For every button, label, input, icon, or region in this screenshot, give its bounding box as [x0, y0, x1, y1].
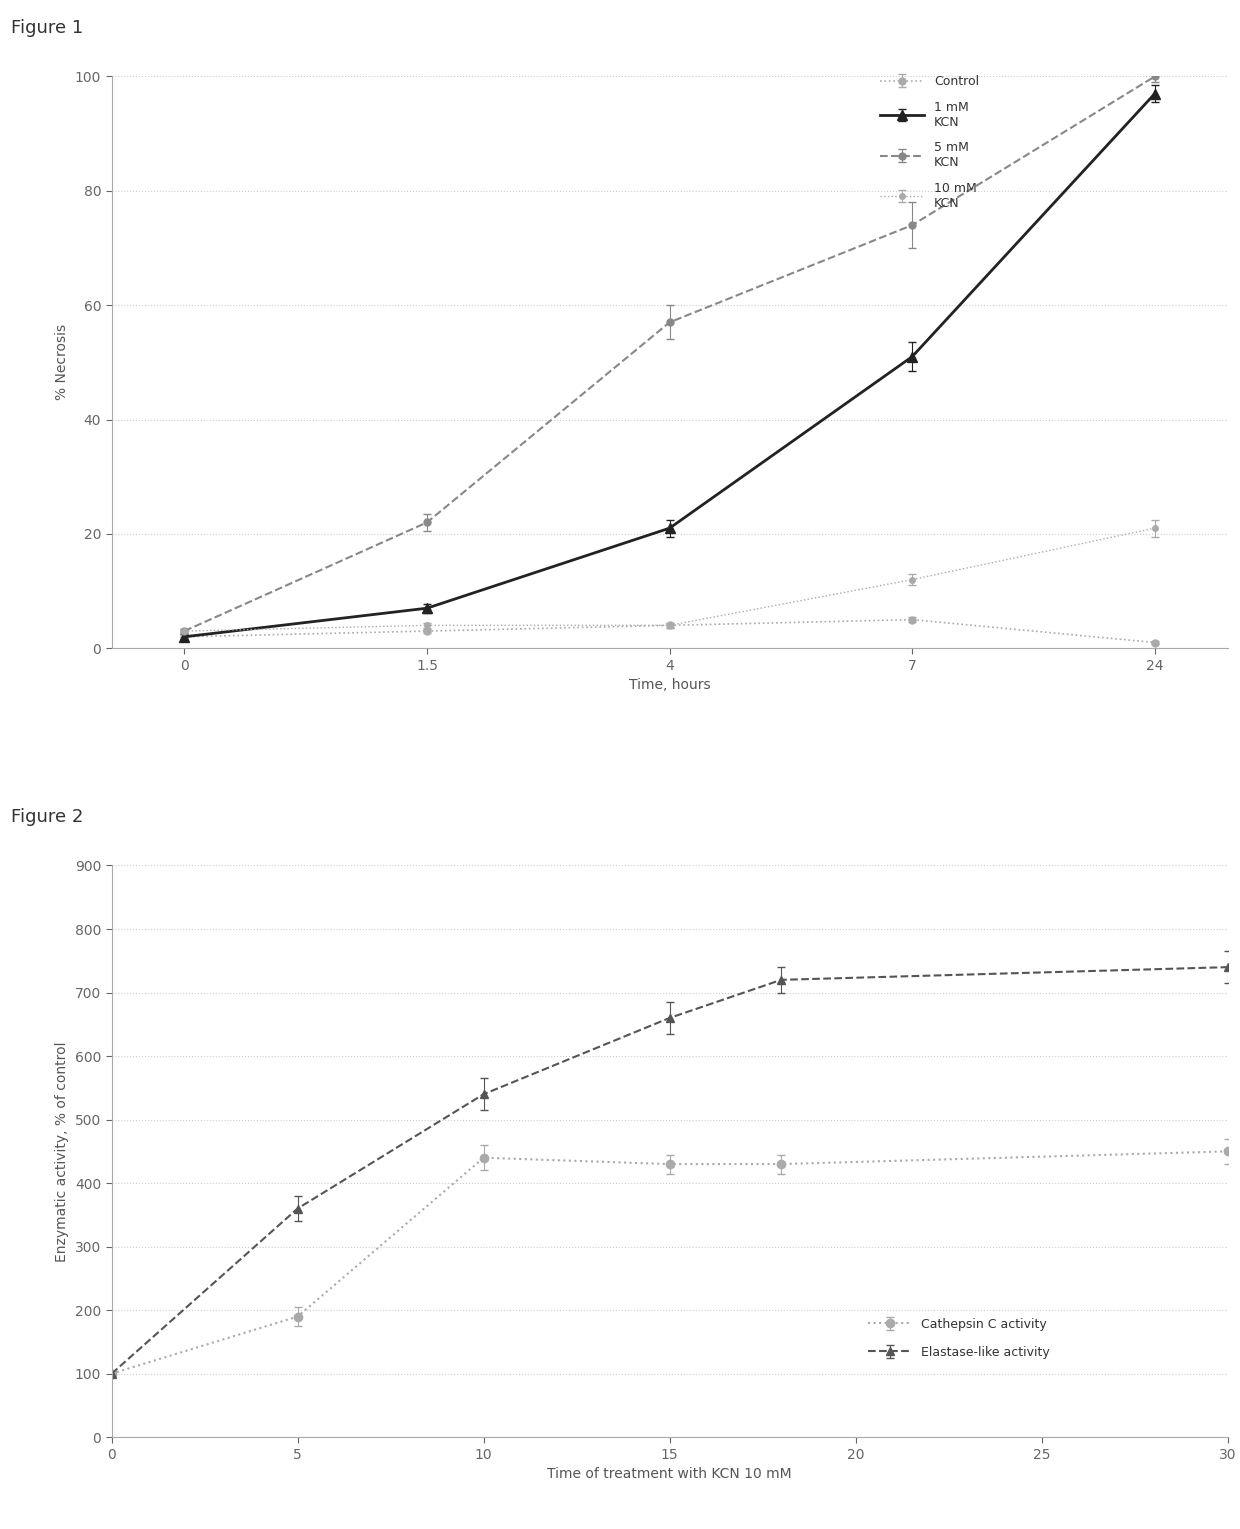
Y-axis label: Enzymatic activity, % of control: Enzymatic activity, % of control: [56, 1041, 69, 1261]
Text: Figure 1: Figure 1: [11, 20, 83, 37]
Y-axis label: % Necrosis: % Necrosis: [56, 324, 69, 401]
Text: Figure 2: Figure 2: [11, 809, 83, 826]
X-axis label: Time, hours: Time, hours: [629, 679, 711, 693]
Legend: Cathepsin C activity, Elastase-like activity: Cathepsin C activity, Elastase-like acti…: [864, 1313, 1054, 1362]
Legend: Control, 1 mM
KCN, 5 mM
KCN, 10 mM
KCN: Control, 1 mM KCN, 5 mM KCN, 10 mM KCN: [877, 72, 983, 213]
X-axis label: Time of treatment with KCN 10 mM: Time of treatment with KCN 10 mM: [547, 1468, 792, 1482]
